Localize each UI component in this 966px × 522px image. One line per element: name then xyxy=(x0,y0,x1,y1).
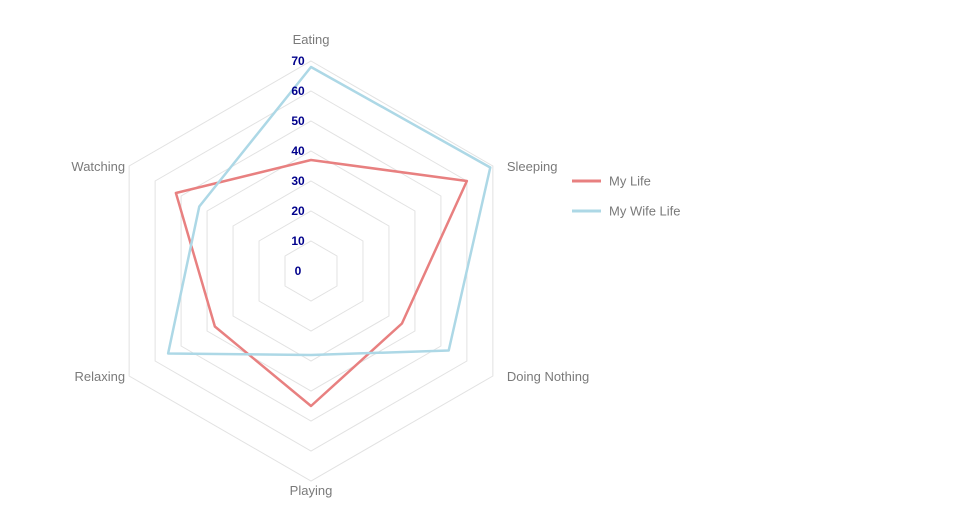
axis-label-relaxing: Relaxing xyxy=(75,369,126,384)
radial-tick-labels: 0 10 20 30 40 50 60 70 xyxy=(291,54,305,278)
tick-label: 10 xyxy=(291,234,305,248)
legend-label: My Wife Life xyxy=(609,204,681,219)
axis-label-watching: Watching xyxy=(71,159,125,174)
tick-label: 0 xyxy=(295,264,302,278)
axis-label-sleeping: Sleeping xyxy=(507,159,558,174)
grid-ring xyxy=(206,150,416,392)
series-line-my-life xyxy=(174,158,469,408)
legend-item[interactable]: My Wife Life xyxy=(572,204,681,219)
tick-label: 30 xyxy=(291,174,305,188)
grid-ring xyxy=(180,120,442,422)
series-line-my-wife-life xyxy=(166,65,492,357)
legend: My Life My Wife Life xyxy=(572,174,681,219)
axis-label-doing-nothing: Doing Nothing xyxy=(507,369,589,384)
grid-ring xyxy=(232,180,390,362)
legend-label: My Life xyxy=(609,174,651,189)
grid-ring xyxy=(284,240,338,302)
axis-labels: Eating Sleeping Doing Nothing Playing Relaxi… xyxy=(71,32,589,498)
grid-ring xyxy=(154,90,468,452)
tick-label: 20 xyxy=(291,204,305,218)
radar-grid xyxy=(128,60,494,482)
tick-label: 60 xyxy=(291,84,305,98)
axis-label-eating: Eating xyxy=(293,32,330,47)
legend-item[interactable]: My Life xyxy=(572,174,651,189)
tick-label: 70 xyxy=(291,54,305,68)
tick-label: 40 xyxy=(291,144,305,158)
radar-series xyxy=(166,65,492,408)
grid-ring xyxy=(258,210,364,332)
tick-label: 50 xyxy=(291,114,305,128)
axis-label-playing: Playing xyxy=(290,483,333,498)
grid-ring xyxy=(128,60,494,482)
